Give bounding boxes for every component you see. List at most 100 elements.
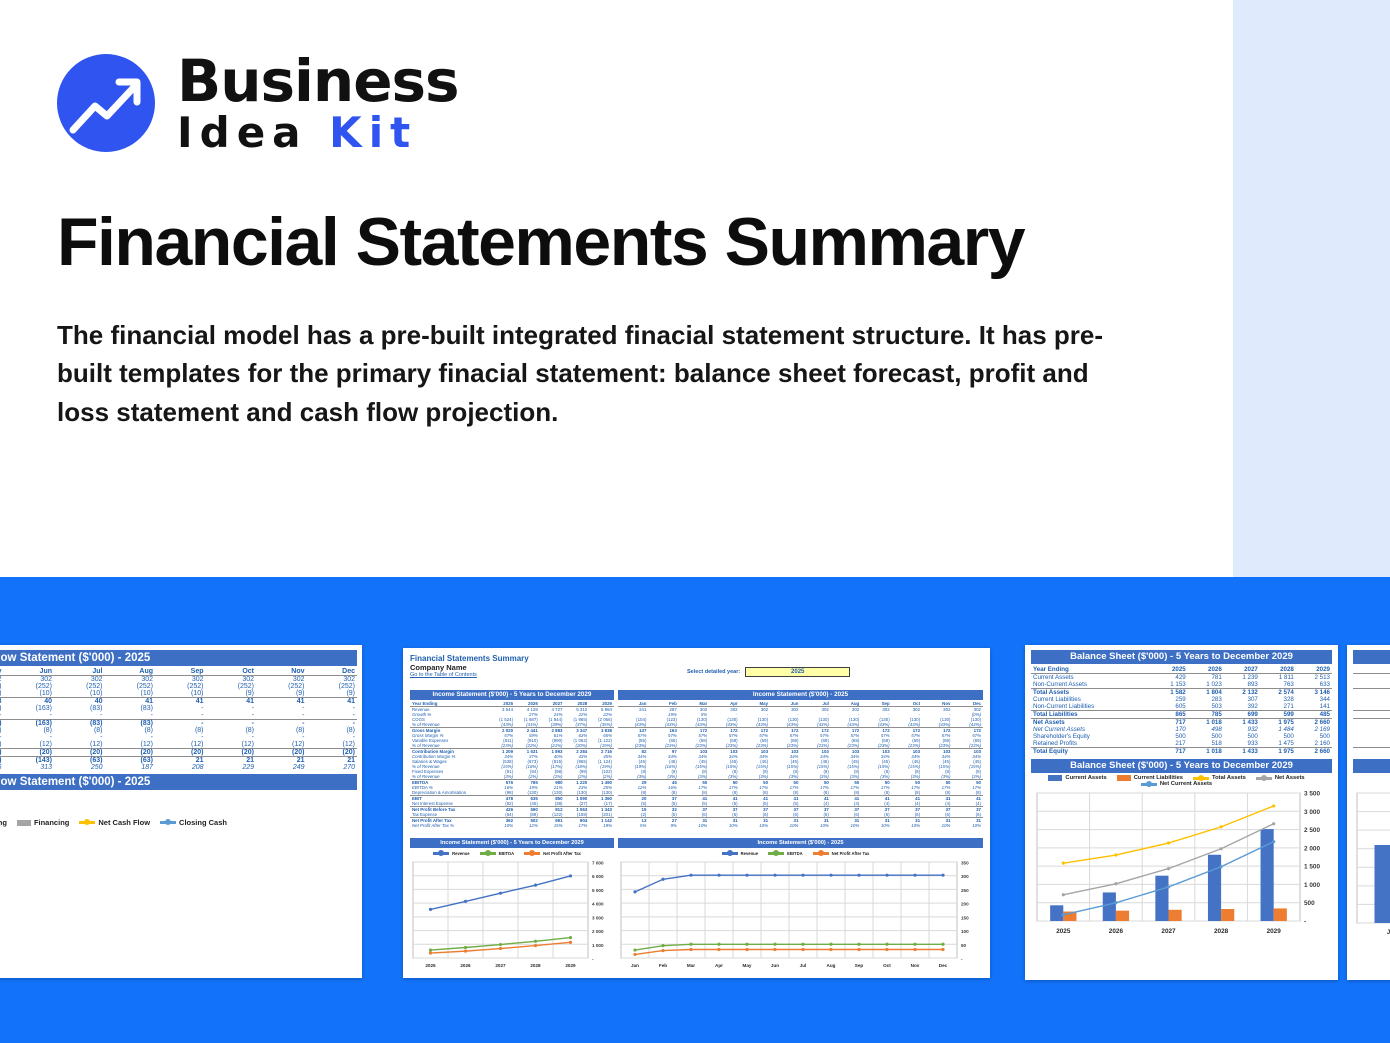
annual-income-chart[interactable]: 7 000 6 000 5 000 4 000 3 000 2 000 1 000 - 2025… (410, 858, 614, 970)
chart-x-tick: 2029 (565, 963, 576, 968)
chart-marker (857, 873, 861, 877)
chart-marker (1219, 847, 1223, 851)
edge-table-title (1353, 650, 1390, 664)
legend-item: Current Liabilities (1116, 775, 1183, 781)
chart-marker (463, 899, 468, 903)
chart-bar (1168, 909, 1182, 921)
chart-marker (689, 947, 693, 952)
chart-bar (1273, 908, 1287, 921)
legend-swatch (1193, 774, 1210, 781)
screenshot-edge-clipped[interactable]: Jan1 1741241 297936927865121 08150012512… (1347, 645, 1390, 980)
monthly-income-title: Income Statement ($'000) - 2025 (618, 690, 983, 700)
chart-marker (689, 942, 693, 946)
table-row: 29 45 50 50 50 50 50 50 50 50 50 50 (618, 779, 983, 785)
svg-text:1 000: 1 000 (1304, 882, 1320, 889)
table-row: Net Current Assets 170 498 932 1 484 2 169 (1033, 726, 1330, 733)
table-row: 500 (1353, 733, 1390, 740)
chart-marker (568, 940, 573, 944)
screenshot-financial-summary[interactable]: Financial Statements Summary Company Nam… (403, 648, 990, 978)
chart-marker (773, 947, 777, 952)
chart-marker (1114, 882, 1118, 886)
table-row: Total Equity 717 1 018 1 433 1 975 2 660 (1031, 747, 1332, 755)
chart-x-tick: Jun (771, 963, 779, 968)
chart-marker (1219, 825, 1223, 829)
chart-marker (745, 947, 749, 952)
chart-bar (1155, 875, 1169, 921)
table-row: -19% 5% - - - - - - - - (0%) (644, 712, 981, 717)
chart-marker (941, 873, 945, 877)
screenshot-cash-flow[interactable]: Cash Flow Statement ($'000) - 2025 MayJu… (0, 645, 362, 978)
chart-bar (1260, 829, 1274, 921)
legend-item: Current Assets (1048, 775, 1107, 781)
svg-text:50: 50 (961, 943, 967, 948)
brand-name-primary: Business (177, 47, 460, 115)
legend-swatch (1255, 774, 1272, 781)
legend-item: Net Cash Flow (79, 818, 150, 827)
chart-x-tick: Oct (883, 963, 891, 968)
legend-label: Total Assets (1212, 775, 1246, 781)
page-description: The financial model has a pre-built inte… (57, 320, 1104, 427)
screenshot-balance-sheet[interactable]: Balance Sheet ($'000) - 5 Years to Decem… (1025, 645, 1338, 980)
table-row: Non-Current Liabilities 605 503 392 271 141 (1033, 703, 1330, 710)
table-row: Non-Current Assets 1 153 1 023 893 763 633 (1033, 681, 1330, 688)
chart-bar (1115, 910, 1130, 921)
chart-bar (1063, 911, 1077, 921)
legend-swatch (721, 849, 738, 856)
table-row: Net Profit After Tax 362 502 691 904 1 142 (410, 817, 614, 823)
year-selector-input[interactable]: 2025 (745, 667, 851, 677)
table-row: Shareholder's Equity 500 500 500 500 500 (1033, 733, 1330, 740)
legend-item: EBITDA (768, 849, 803, 856)
chart-marker (661, 944, 665, 948)
chart-bar (1207, 854, 1222, 921)
chart-marker (829, 942, 833, 946)
chart-canvas: 350 300 250 200 150 100 50 - Jan Feb Mar Apr May Jun J… (620, 861, 969, 968)
chart-x-tick: Dec (939, 963, 948, 968)
edge-chart[interactable]: Jan (1353, 789, 1390, 939)
table-row: 512 (1353, 747, 1390, 755)
legend-label: Revenue (452, 850, 470, 856)
chart-marker (885, 942, 889, 946)
annual-income-title: Income Statement ($'000) - 5 Years to De… (410, 690, 614, 700)
legend-item: Net Assets (1255, 774, 1305, 781)
hero-section: Business Idea Kit Financial Statements S… (57, 0, 1390, 577)
chart-marker (801, 942, 805, 946)
legend-label: Investing (0, 818, 7, 827)
legend-item: Net Profit After Tax (524, 849, 581, 856)
chart-marker (1061, 893, 1065, 897)
table-row: (10)(10)(10)(10)(10)(9)(9)(9) (0, 690, 355, 697)
table-row: Revenue 3 544 4 128 4 727 5 312 5 984 (412, 707, 612, 712)
chart-line (634, 948, 943, 956)
svg-text:150: 150 (961, 915, 969, 920)
chart-marker (773, 942, 777, 946)
table-row: -------- (0, 734, 355, 741)
svg-text:250: 250 (961, 888, 969, 893)
chart-x-tick: Mar (687, 963, 695, 968)
chart-marker (1166, 885, 1171, 889)
table-row: (104) (123) (130) (130) (130) (130) (130) (130)… (636, 717, 981, 722)
legend-item: Closing Cash (160, 818, 227, 827)
table-row: 20 37 41 41 41 41 41 41 41 41 41 41 (618, 795, 983, 801)
table-row: Depreciation & Amortisation (98) (130) (130… (412, 790, 612, 795)
year-selector-label: Select detailed year: (687, 669, 741, 675)
summary-toc-link[interactable]: Go to the Table of Contents (410, 672, 477, 678)
table-row: (249)(252)(252)(252)(252)(252)(252)(252) (0, 683, 355, 690)
brand-idea-text: Idea (177, 108, 308, 157)
legend-item: Investing (0, 818, 7, 827)
table-row: (23%) (23%) (23%) (23%) (23%) (23%) (23%) (23%)… (634, 743, 981, 748)
chart-marker (428, 951, 433, 955)
chart-marker (498, 946, 503, 951)
legend-swatch (433, 849, 450, 856)
svg-text:100: 100 (961, 929, 969, 934)
table-row: EBITDA 576 765 980 1 220 1 490 (410, 779, 614, 785)
svg-text:350: 350 (961, 861, 969, 866)
chart-marker (1166, 866, 1171, 871)
summary-heading: Financial Statements Summary (410, 654, 529, 663)
monthly-income-chart[interactable]: 350 300 250 200 150 100 50 - Jan Feb Mar Apr May Jun J… (618, 858, 983, 970)
legend-label: Net Cash Flow (98, 818, 151, 827)
table-row: 1 297 (1353, 688, 1390, 696)
balance-sheet-chart[interactable]: 3 500 3 000 2 500 2 000 1 500 1 000 500 - 2025 20… (1031, 789, 1334, 939)
legend-item: Financing (16, 818, 69, 827)
table-row: Net Assets 717 1 018 1 433 1 975 2 660 (1031, 718, 1332, 726)
